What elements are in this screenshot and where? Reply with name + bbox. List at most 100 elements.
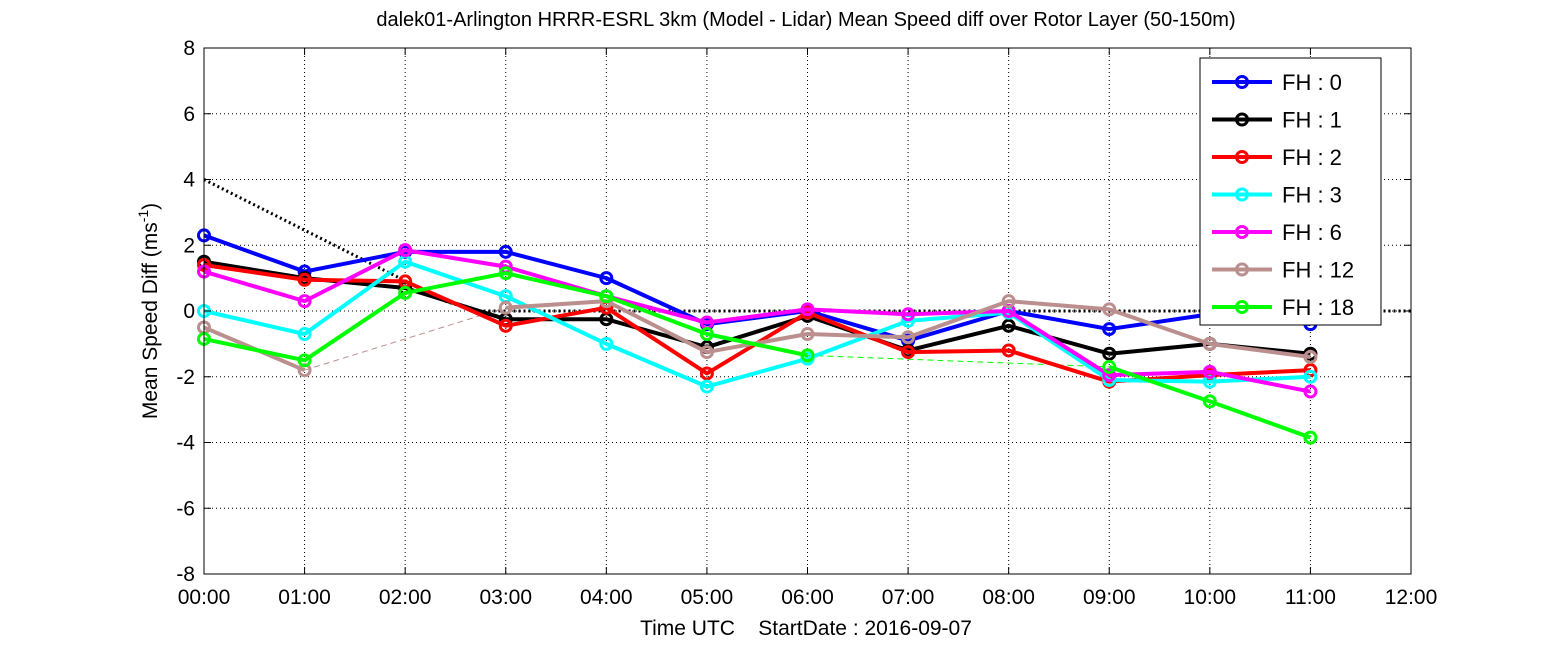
legend-entry: FH : 6 xyxy=(1212,220,1342,245)
legend-entry: FH : 1 xyxy=(1212,108,1342,133)
legend-label: FH : 1 xyxy=(1282,108,1342,133)
data-point xyxy=(1102,302,1117,317)
x-tick-label: 12:00 xyxy=(1385,586,1438,609)
legend-label: FH : 18 xyxy=(1282,295,1354,320)
x-tick-label: 01:00 xyxy=(278,586,331,609)
data-point xyxy=(498,318,513,333)
data-point xyxy=(1102,368,1117,383)
legend-label: FH : 0 xyxy=(1282,70,1342,95)
data-point xyxy=(1202,336,1217,351)
legend-label: FH : 12 xyxy=(1282,258,1354,283)
legend-entry: FH : 18 xyxy=(1212,295,1354,320)
x-tick-label: 00:00 xyxy=(178,586,231,609)
y-axis: -8 -6 -4 -2 0 2 4 6 8 xyxy=(176,37,1411,586)
data-point xyxy=(699,327,714,342)
x-tick-label: 11:00 xyxy=(1285,586,1336,609)
y-tick-label: -6 xyxy=(176,497,195,520)
legend-entry: FH : 2 xyxy=(1212,145,1342,170)
data-point xyxy=(599,271,614,286)
series-fh-18 xyxy=(197,266,1318,445)
legend-marker xyxy=(1235,300,1249,314)
x-tick-label: 09:00 xyxy=(1083,586,1136,609)
data-point xyxy=(1102,346,1117,361)
x-axis-label: Time UTC StartDate : 2016-09-07 xyxy=(640,617,972,640)
y-tick-label: -4 xyxy=(176,432,195,455)
data-point xyxy=(1001,294,1016,309)
data-point xyxy=(498,266,513,281)
data-point xyxy=(901,345,916,360)
x-tick-label: 08:00 xyxy=(982,586,1035,609)
data-point xyxy=(398,285,413,300)
connector-line xyxy=(807,354,1110,368)
y-tick-label: -8 xyxy=(176,563,195,586)
series-line xyxy=(203,259,1311,389)
data-point xyxy=(1303,369,1318,384)
legend-entry: FH : 12 xyxy=(1212,258,1354,283)
data-point xyxy=(1202,364,1217,379)
legend-label: FH : 3 xyxy=(1282,183,1342,208)
series-layer xyxy=(197,228,1318,445)
legend-marker xyxy=(1235,150,1249,164)
legend-marker xyxy=(1235,225,1249,239)
data-point xyxy=(1001,318,1016,333)
y-axis-label-main: Mean Speed Diff (ms xyxy=(139,222,162,419)
legend-marker xyxy=(1235,112,1249,127)
legend-label: FH : 6 xyxy=(1282,220,1342,245)
y-axis-label-end: ) xyxy=(139,203,162,210)
x-tick-label: 05:00 xyxy=(681,586,734,609)
y-tick-label: 2 xyxy=(183,234,195,257)
x-tick-label: 07:00 xyxy=(882,586,935,609)
legend-marker xyxy=(1235,187,1249,202)
data-point xyxy=(699,345,714,360)
series-line xyxy=(203,271,808,363)
data-point xyxy=(498,300,513,315)
data-point xyxy=(398,243,413,258)
x-tick-label: 03:00 xyxy=(479,586,532,609)
data-point xyxy=(599,336,614,351)
data-point xyxy=(699,379,714,394)
data-point xyxy=(498,244,513,259)
data-point xyxy=(1102,359,1117,374)
data-point xyxy=(297,272,312,287)
data-point xyxy=(800,302,815,317)
data-point xyxy=(699,366,714,381)
data-point xyxy=(1001,343,1016,358)
y-tick-label: 8 xyxy=(183,37,195,60)
connector-line xyxy=(304,307,506,371)
y-tick-label: 0 xyxy=(183,300,195,323)
data-point xyxy=(1303,363,1318,378)
series-line xyxy=(1108,364,1312,440)
y-tick-label: 6 xyxy=(183,103,195,126)
y-axis-label: Mean Speed Diff (ms-1) xyxy=(135,203,162,419)
data-point xyxy=(901,307,916,322)
legend-entry: FH : 0 xyxy=(1212,70,1342,95)
data-point xyxy=(599,289,614,304)
legend: FH : 0 FH : 1 FH : 2 FH : 3 FH : 6 FH : 12 FH … xyxy=(1199,57,1382,326)
legend-marker xyxy=(1235,75,1249,89)
y-tick-label: -2 xyxy=(176,366,195,389)
data-point xyxy=(1303,350,1318,365)
data-point xyxy=(1303,384,1318,399)
x-tick-label: 06:00 xyxy=(781,586,834,609)
legend-entry: FH : 3 xyxy=(1212,183,1342,208)
x-tick-label: 02:00 xyxy=(379,586,432,609)
data-point xyxy=(1202,394,1217,409)
data-point xyxy=(800,348,815,363)
x-axis: 00:00 01:00 02:00 03:00 04:00 05:00 06:00 07:00… xyxy=(178,48,1438,609)
series-fh-12 xyxy=(197,294,1318,378)
data-point xyxy=(297,327,312,342)
y-tick-label: 4 xyxy=(183,169,195,192)
data-point xyxy=(297,294,312,309)
y-axis-label-sup: -1 xyxy=(135,210,151,223)
data-point xyxy=(297,353,312,368)
chart-title: dalek01-Arlington HRRR-ESRL 3km (Model -… xyxy=(376,9,1235,31)
x-tick-label: 10:00 xyxy=(1184,586,1237,609)
data-point xyxy=(901,330,916,345)
data-point xyxy=(800,327,815,342)
series-line xyxy=(505,299,1311,360)
series-line xyxy=(203,259,1311,356)
data-point xyxy=(1303,430,1318,445)
x-tick-label: 04:00 xyxy=(580,586,633,609)
data-point xyxy=(1102,322,1117,337)
series-fh-3 xyxy=(197,254,1318,394)
